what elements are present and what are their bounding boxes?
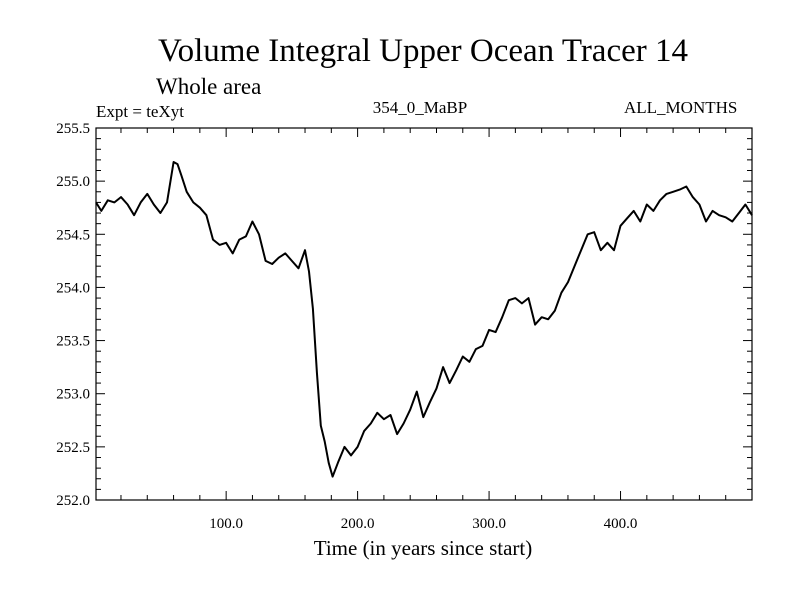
period-label: 354_0_MaBP [372, 98, 468, 117]
y-tick-label: 255.0 [56, 174, 90, 190]
axis-ticks [96, 127, 752, 501]
months-label: ALL_MONTHS [624, 98, 738, 117]
y-tick-label: 255.5 [56, 121, 90, 137]
y-tick-label: 253.0 [56, 387, 90, 403]
plot-frame [95, 127, 753, 501]
y-tick-label: 252.0 [56, 493, 90, 509]
y-tick-label: 253.5 [56, 334, 90, 350]
tick-labels: 100.0 200.0 300.0 400.0 252.0 252.5 253.0 253.5… [56, 121, 637, 532]
series-line [95, 161, 753, 478]
x-tick-label: 100.0 [209, 516, 243, 532]
x-tick-label: 300.0 [472, 516, 506, 532]
chart-subtitle: Whole area [156, 74, 262, 99]
x-tick-label: 200.0 [341, 516, 375, 532]
experiment-label: Expt = teXyt [96, 102, 184, 121]
y-tick-label: 252.5 [56, 440, 90, 456]
chart-title: Volume Integral Upper Ocean Tracer 14 [158, 33, 688, 69]
x-tick-label: 400.0 [604, 516, 638, 532]
y-tick-label: 254.5 [56, 227, 90, 243]
x-axis-label: Time (in years since start) [313, 536, 533, 560]
y-tick-label: 254.0 [56, 280, 90, 296]
